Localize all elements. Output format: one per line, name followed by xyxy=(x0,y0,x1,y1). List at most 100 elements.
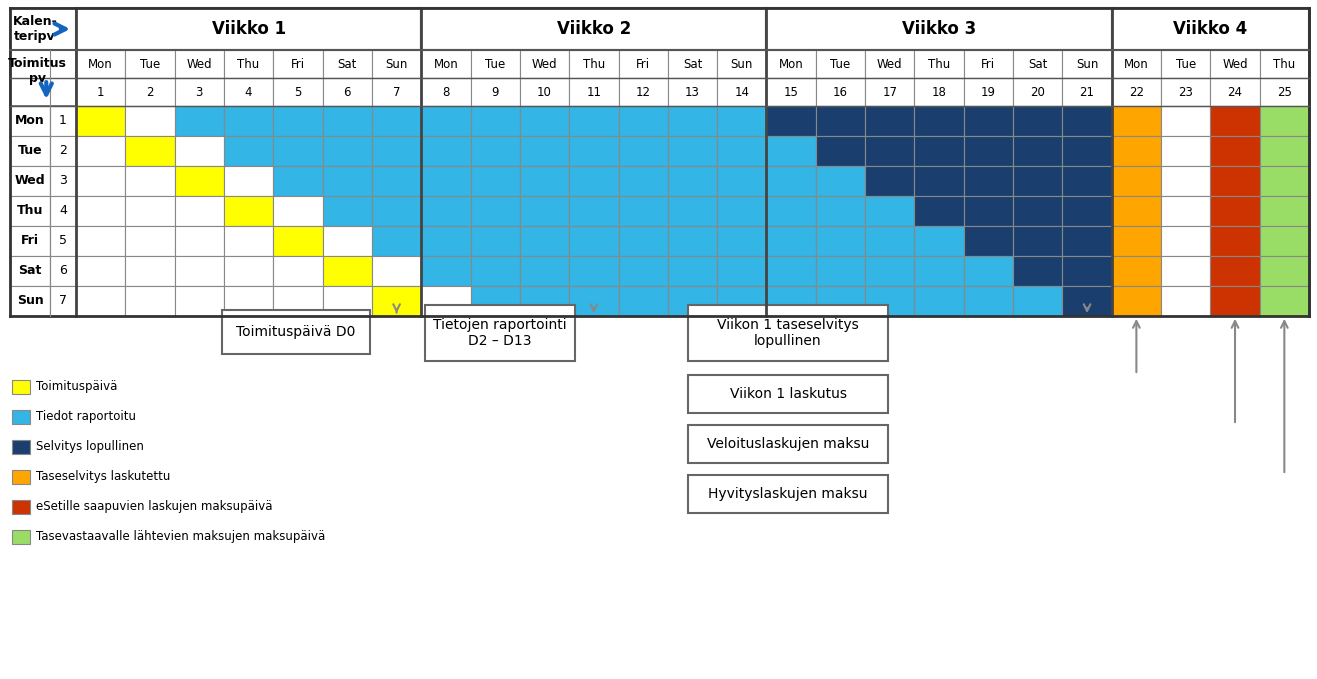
Text: 14: 14 xyxy=(735,86,749,98)
Text: Selvitys lopullinen: Selvitys lopullinen xyxy=(36,441,144,454)
Bar xyxy=(125,226,175,256)
Bar xyxy=(619,256,668,286)
Bar xyxy=(520,136,569,166)
Bar xyxy=(1162,78,1210,106)
Bar xyxy=(718,136,766,166)
Bar xyxy=(125,136,175,166)
Bar xyxy=(421,78,470,106)
Text: 23: 23 xyxy=(1179,86,1193,98)
Bar xyxy=(371,196,421,226)
Bar xyxy=(668,136,718,166)
Bar xyxy=(125,78,175,106)
Bar xyxy=(1162,136,1210,166)
Bar xyxy=(619,78,668,106)
Bar xyxy=(1259,196,1309,226)
Text: Sun: Sun xyxy=(386,58,408,71)
Bar xyxy=(718,256,766,286)
Bar xyxy=(175,286,224,316)
Bar xyxy=(274,256,323,286)
Text: Viikon 1 laskutus: Viikon 1 laskutus xyxy=(730,387,847,401)
Bar xyxy=(668,166,718,196)
Bar xyxy=(1210,286,1259,316)
Bar xyxy=(668,256,718,286)
Bar xyxy=(175,106,224,136)
Bar xyxy=(1259,78,1309,106)
Bar xyxy=(569,256,619,286)
Bar xyxy=(1013,78,1063,106)
Text: 15: 15 xyxy=(784,86,798,98)
Bar xyxy=(766,8,1112,50)
Text: Mon: Mon xyxy=(1123,58,1148,71)
Bar xyxy=(1162,166,1210,196)
Text: Mon: Mon xyxy=(433,58,458,71)
Bar xyxy=(569,226,619,256)
Bar xyxy=(1259,256,1309,286)
Bar xyxy=(1013,136,1063,166)
Bar xyxy=(323,50,371,78)
Bar xyxy=(914,78,964,106)
Text: 12: 12 xyxy=(636,86,651,98)
Bar xyxy=(718,166,766,196)
Bar xyxy=(470,256,520,286)
Bar xyxy=(619,50,668,78)
Bar xyxy=(371,226,421,256)
Bar xyxy=(718,78,766,106)
Bar xyxy=(964,106,1013,136)
Bar xyxy=(766,166,815,196)
Text: 22: 22 xyxy=(1129,86,1144,98)
Text: Mon: Mon xyxy=(14,115,45,128)
Bar xyxy=(619,106,668,136)
Bar xyxy=(470,50,520,78)
Bar xyxy=(50,196,76,226)
Bar xyxy=(1210,226,1259,256)
Bar xyxy=(1063,256,1112,286)
Text: Toimitus
pv: Toimitus pv xyxy=(8,57,67,86)
Bar xyxy=(421,136,470,166)
Bar xyxy=(1112,106,1162,136)
Text: 21: 21 xyxy=(1080,86,1094,98)
Bar xyxy=(371,78,421,106)
Bar xyxy=(11,136,50,166)
Bar xyxy=(1259,166,1309,196)
Bar xyxy=(76,226,125,256)
Text: Wed: Wed xyxy=(14,175,45,187)
Bar xyxy=(569,106,619,136)
Bar xyxy=(76,106,125,136)
Bar xyxy=(1063,78,1112,106)
Bar xyxy=(1112,166,1162,196)
Bar xyxy=(470,226,520,256)
Text: Thu: Thu xyxy=(237,58,259,71)
Bar xyxy=(125,256,175,286)
Bar xyxy=(1162,226,1210,256)
Bar xyxy=(520,196,569,226)
Bar xyxy=(125,286,175,316)
Bar xyxy=(668,50,718,78)
Bar xyxy=(914,286,964,316)
Bar xyxy=(323,166,371,196)
Bar xyxy=(520,226,569,256)
Bar xyxy=(323,256,371,286)
Bar xyxy=(718,196,766,226)
Bar xyxy=(323,196,371,226)
Bar xyxy=(619,166,668,196)
Bar xyxy=(1210,196,1259,226)
Bar xyxy=(668,226,718,256)
Text: Wed: Wed xyxy=(877,58,902,71)
Bar xyxy=(964,226,1013,256)
Bar xyxy=(1259,226,1309,256)
Bar xyxy=(224,196,274,226)
Text: 10: 10 xyxy=(537,86,552,98)
Bar xyxy=(1162,286,1210,316)
Text: 6: 6 xyxy=(59,265,67,278)
Bar xyxy=(323,106,371,136)
Bar xyxy=(1112,286,1162,316)
Bar xyxy=(11,50,76,106)
Bar xyxy=(421,256,470,286)
Bar xyxy=(11,166,50,196)
Bar xyxy=(76,196,125,226)
Bar xyxy=(175,78,224,106)
Bar xyxy=(520,286,569,316)
Text: Veloituslaskujen maksu: Veloituslaskujen maksu xyxy=(707,437,869,451)
Text: Sat: Sat xyxy=(337,58,357,71)
Bar xyxy=(224,256,274,286)
